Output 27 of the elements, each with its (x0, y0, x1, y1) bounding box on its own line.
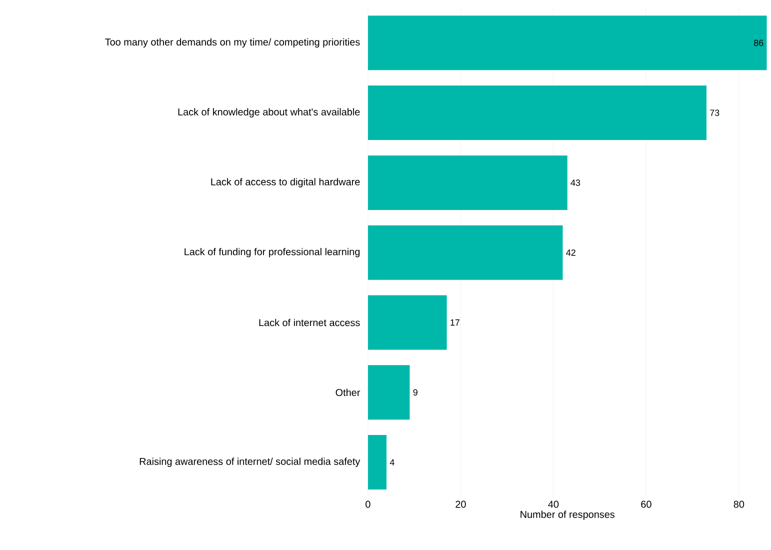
x-tick-label: 60 (641, 500, 652, 508)
data-label: 9 (413, 389, 418, 396)
y-tick-label: Lack of knowledge about what's available (178, 108, 360, 118)
y-tick-label: Other (336, 388, 360, 396)
x-tick-label: 40 (548, 500, 559, 508)
data-label: 17 (450, 319, 460, 326)
y-tick-label: Too many other demands on my time/ competing priorities (105, 38, 360, 48)
data-label: 42 (566, 249, 576, 256)
data-label: 73 (710, 110, 720, 116)
bar (368, 435, 387, 490)
bar (368, 86, 706, 140)
y-tick-label: Raising awareness of internet/ social media safety (140, 458, 360, 467)
bar (368, 16, 767, 70)
bar (368, 155, 568, 210)
x-tick-label: 80 (734, 500, 744, 508)
bar (368, 365, 410, 420)
x-tick-label: 20 (456, 500, 466, 508)
x-axis-title: Number of responses (520, 510, 615, 520)
data-label: 4 (390, 459, 394, 466)
bar (368, 225, 563, 280)
y-tick-label: Lack of access to digital hardware (211, 178, 360, 188)
x-tick-label: 0 (366, 500, 370, 508)
data-label: 43 (570, 180, 580, 186)
y-tick-label: Lack of internet access (259, 318, 360, 326)
data-label: 86 (754, 40, 764, 46)
y-tick-label: Lack of funding for professional learning (184, 248, 360, 258)
bar (368, 295, 447, 350)
